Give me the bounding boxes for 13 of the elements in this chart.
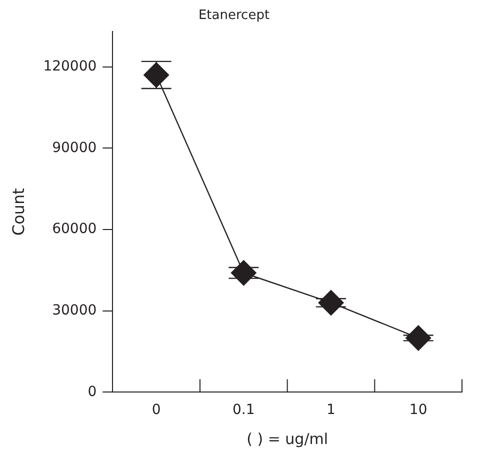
y-axis-title: Count [8, 188, 28, 236]
chart-title: Etanercept [198, 8, 270, 24]
point [230, 260, 257, 286]
x-tick-label: 1 [326, 402, 336, 418]
y-tick-label: 0 [88, 384, 97, 400]
x-tick-label: 0 [152, 402, 161, 418]
y-tick-label: 30000 [52, 302, 97, 318]
y-tick-label: 120000 [43, 58, 97, 74]
y-tick-label: 60000 [52, 221, 97, 238]
x-tick-label: 0.1 [232, 402, 255, 418]
y-tick-label: 90000 [52, 140, 97, 156]
x-axis-title: ( ) = ug/ml [246, 430, 328, 448]
x-tick-label: 10 [409, 402, 428, 418]
